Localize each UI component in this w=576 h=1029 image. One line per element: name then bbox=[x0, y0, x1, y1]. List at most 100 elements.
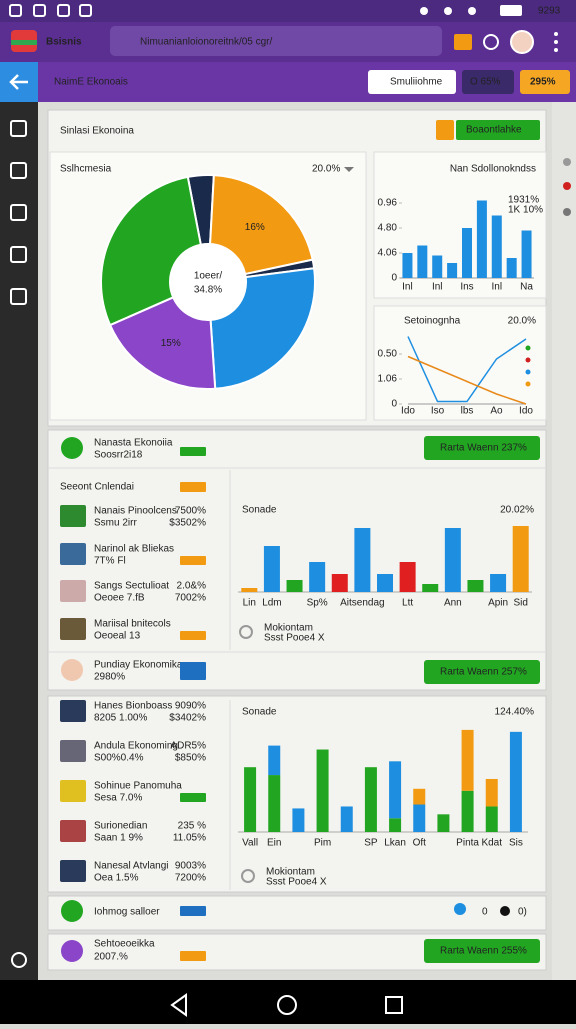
bar bbox=[263, 546, 280, 592]
item-name: Nanais Pinoolcens bbox=[94, 506, 177, 517]
footer-title: Pundiay Ekonomika bbox=[94, 660, 183, 671]
nav-recents[interactable] bbox=[385, 996, 403, 1014]
thumbnail bbox=[60, 860, 86, 882]
avatar bbox=[61, 659, 83, 681]
bar-segment bbox=[268, 775, 281, 832]
x-tick-label: Oft bbox=[413, 838, 427, 849]
item-detail: S00%0.4% bbox=[94, 753, 144, 764]
legend-title: Mokiontam bbox=[266, 867, 315, 878]
dropdown[interactable] bbox=[344, 167, 354, 172]
bar bbox=[432, 255, 443, 278]
item-name: Sangs Sectulioat bbox=[94, 581, 169, 592]
bar bbox=[422, 584, 439, 592]
app-icon bbox=[483, 34, 499, 50]
avatar bbox=[61, 940, 83, 962]
row-count: 0 bbox=[482, 907, 488, 918]
bar-segment bbox=[292, 808, 305, 832]
item-detail: Sesa 7.0% bbox=[94, 793, 142, 804]
y-tick-label: 0 bbox=[391, 399, 397, 410]
action-label: Rarta Waenn 237% bbox=[440, 443, 527, 454]
legend-dot bbox=[525, 381, 531, 387]
badge-chip bbox=[520, 70, 570, 94]
x-tick-label: Vall bbox=[242, 838, 258, 849]
slice-label: 16% bbox=[245, 222, 265, 233]
legend-icon bbox=[241, 869, 255, 883]
sidebar-icon[interactable] bbox=[10, 120, 27, 137]
app-title: Bsisnis bbox=[46, 37, 82, 48]
bar-segment bbox=[244, 767, 257, 832]
bar-segment bbox=[389, 818, 402, 832]
item-value: 7500% bbox=[175, 506, 206, 517]
icon-button[interactable] bbox=[436, 120, 454, 140]
x-tick-label: Pinta bbox=[456, 838, 479, 849]
bar bbox=[417, 245, 428, 278]
sidebar-icon[interactable] bbox=[10, 162, 27, 179]
action-button[interactable] bbox=[424, 939, 540, 963]
nav-home bbox=[277, 995, 297, 1015]
bar bbox=[286, 580, 303, 592]
bar-segment bbox=[461, 729, 474, 791]
action-button[interactable] bbox=[456, 120, 540, 140]
item-detail: Oeoee 7.fB bbox=[94, 593, 145, 604]
legend-subtitle: Ssst Pooe4 X bbox=[264, 633, 325, 644]
app-icon[interactable] bbox=[454, 34, 472, 50]
center-value: 34.8% bbox=[194, 285, 222, 296]
x-tick-label: Kdat bbox=[481, 838, 502, 849]
stat-chip bbox=[462, 70, 514, 94]
pie-hole bbox=[170, 244, 246, 320]
avatar bbox=[61, 437, 83, 459]
nav-back[interactable] bbox=[170, 993, 187, 1017]
action-button[interactable] bbox=[424, 660, 540, 684]
bar-segment bbox=[340, 806, 353, 832]
item-detail: Saan 1 9% bbox=[94, 833, 143, 844]
bar bbox=[331, 574, 348, 592]
status-icon bbox=[33, 4, 46, 17]
bar bbox=[491, 215, 502, 278]
bar-segment bbox=[364, 767, 377, 832]
bar-segment bbox=[509, 731, 522, 832]
chart-title: Setoinognha bbox=[404, 316, 461, 327]
chart-subtitle: 20.02% bbox=[500, 505, 534, 516]
badge bbox=[180, 631, 206, 640]
bar bbox=[377, 574, 393, 592]
page-title: NaimE Ekonoais bbox=[54, 77, 128, 88]
url-field[interactable] bbox=[110, 26, 442, 56]
sidebar-icon[interactable] bbox=[10, 246, 27, 263]
bar bbox=[444, 528, 461, 592]
bar-segment bbox=[316, 749, 329, 832]
status-icon bbox=[444, 7, 452, 15]
x-tick-label: Lin bbox=[243, 598, 256, 609]
x-tick-label: Sid bbox=[513, 598, 527, 609]
chart-title: Sslhcmesia bbox=[60, 164, 112, 175]
user-icon bbox=[454, 903, 466, 915]
bar bbox=[467, 580, 484, 592]
chart-subtitle: 124.40% bbox=[495, 707, 535, 718]
bar bbox=[462, 228, 472, 278]
item-name: Andula Ekonoming bbox=[94, 741, 178, 752]
status-icon bbox=[420, 7, 428, 15]
action-button[interactable] bbox=[424, 436, 540, 460]
item-value: $3502% bbox=[169, 518, 206, 529]
x-tick-label: Ein bbox=[267, 838, 281, 849]
item-detail: Oea 1.5% bbox=[94, 873, 139, 884]
bar-segment bbox=[268, 745, 281, 776]
status-icon bbox=[57, 4, 70, 17]
badge bbox=[180, 662, 206, 680]
bar-segment bbox=[461, 790, 474, 832]
x-tick-label: Pim bbox=[314, 838, 331, 849]
chart-title: Sonade bbox=[242, 707, 277, 718]
thumbnail bbox=[60, 505, 86, 527]
bar bbox=[354, 528, 371, 592]
simulate-button[interactable] bbox=[368, 70, 456, 94]
sidebar-icon[interactable] bbox=[10, 288, 27, 305]
x-tick-label: Inl bbox=[432, 282, 443, 293]
item-name: Nanesal Atvlangi bbox=[94, 861, 169, 872]
x-tick-label: Ann bbox=[444, 598, 462, 609]
bar bbox=[402, 253, 413, 278]
sidebar-icon[interactable] bbox=[10, 204, 27, 221]
thumbnail bbox=[60, 700, 86, 722]
thumbnail bbox=[60, 780, 86, 802]
item-value: 7002% bbox=[175, 593, 206, 604]
bar bbox=[309, 562, 326, 592]
